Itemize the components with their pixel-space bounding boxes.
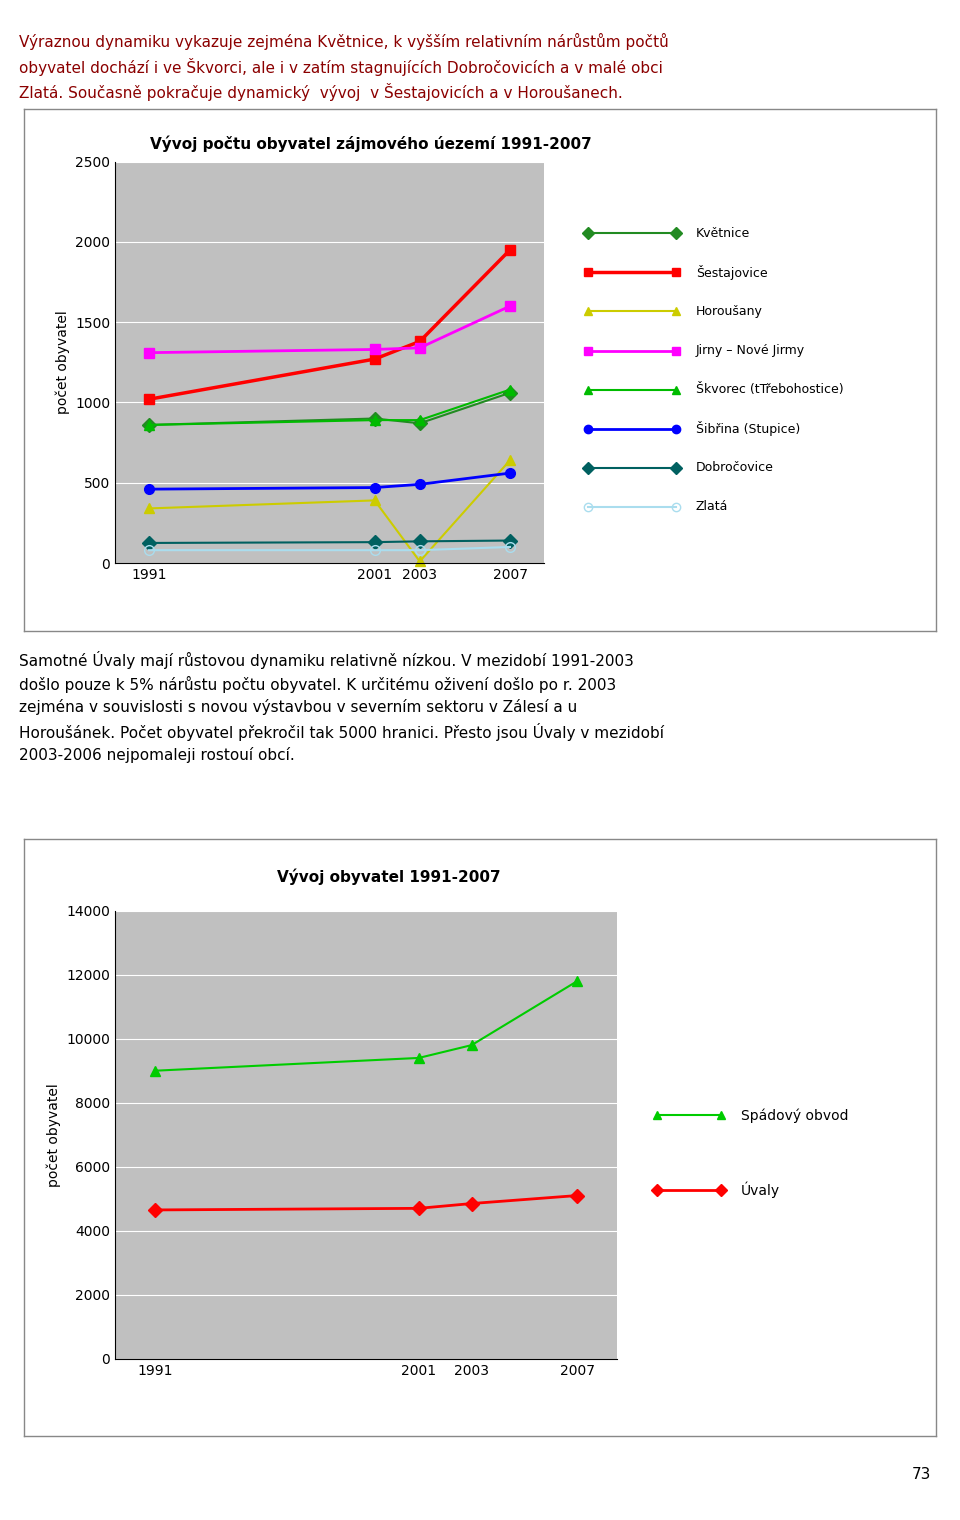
Text: Šestajovice: Šestajovice <box>696 264 768 280</box>
Text: Vývoj obyvatel 1991-2007: Vývoj obyvatel 1991-2007 <box>277 869 500 886</box>
Text: Jirny – Nové Jirmy: Jirny – Nové Jirmy <box>696 344 805 357</box>
Text: Spádový obvod: Spádový obvod <box>741 1108 849 1123</box>
Text: 73: 73 <box>912 1467 931 1482</box>
Text: Výraznou dynamiku vykazuje zejména Květnice, k vyšším relativním nárůstům počtů
: Výraznou dynamiku vykazuje zejména Květn… <box>19 33 669 102</box>
Text: Šibřina (Stupice): Šibřina (Stupice) <box>696 421 801 436</box>
Text: Úvaly: Úvaly <box>741 1181 780 1198</box>
Text: Škvorec (tTřebohostice): Škvorec (tTřebohostice) <box>696 383 844 397</box>
Text: Samotné Úvaly mají růstovou dynamiku relativně nízkou. V mezidobí 1991-2003
došl: Samotné Úvaly mají růstovou dynamiku rel… <box>19 651 664 763</box>
Text: Květnice: Květnice <box>696 226 750 240</box>
Y-axis label: počet obyvatel: počet obyvatel <box>55 310 70 413</box>
Text: Dobročovice: Dobročovice <box>696 462 774 474</box>
Text: Zlatá: Zlatá <box>696 500 729 514</box>
Text: Vývoj počtu obyvatel zájmového úezemí 1991-2007: Vývoj počtu obyvatel zájmového úezemí 19… <box>150 135 591 152</box>
Text: Horoušany: Horoušany <box>696 306 763 318</box>
Y-axis label: počet obyvatel: počet obyvatel <box>46 1082 60 1187</box>
